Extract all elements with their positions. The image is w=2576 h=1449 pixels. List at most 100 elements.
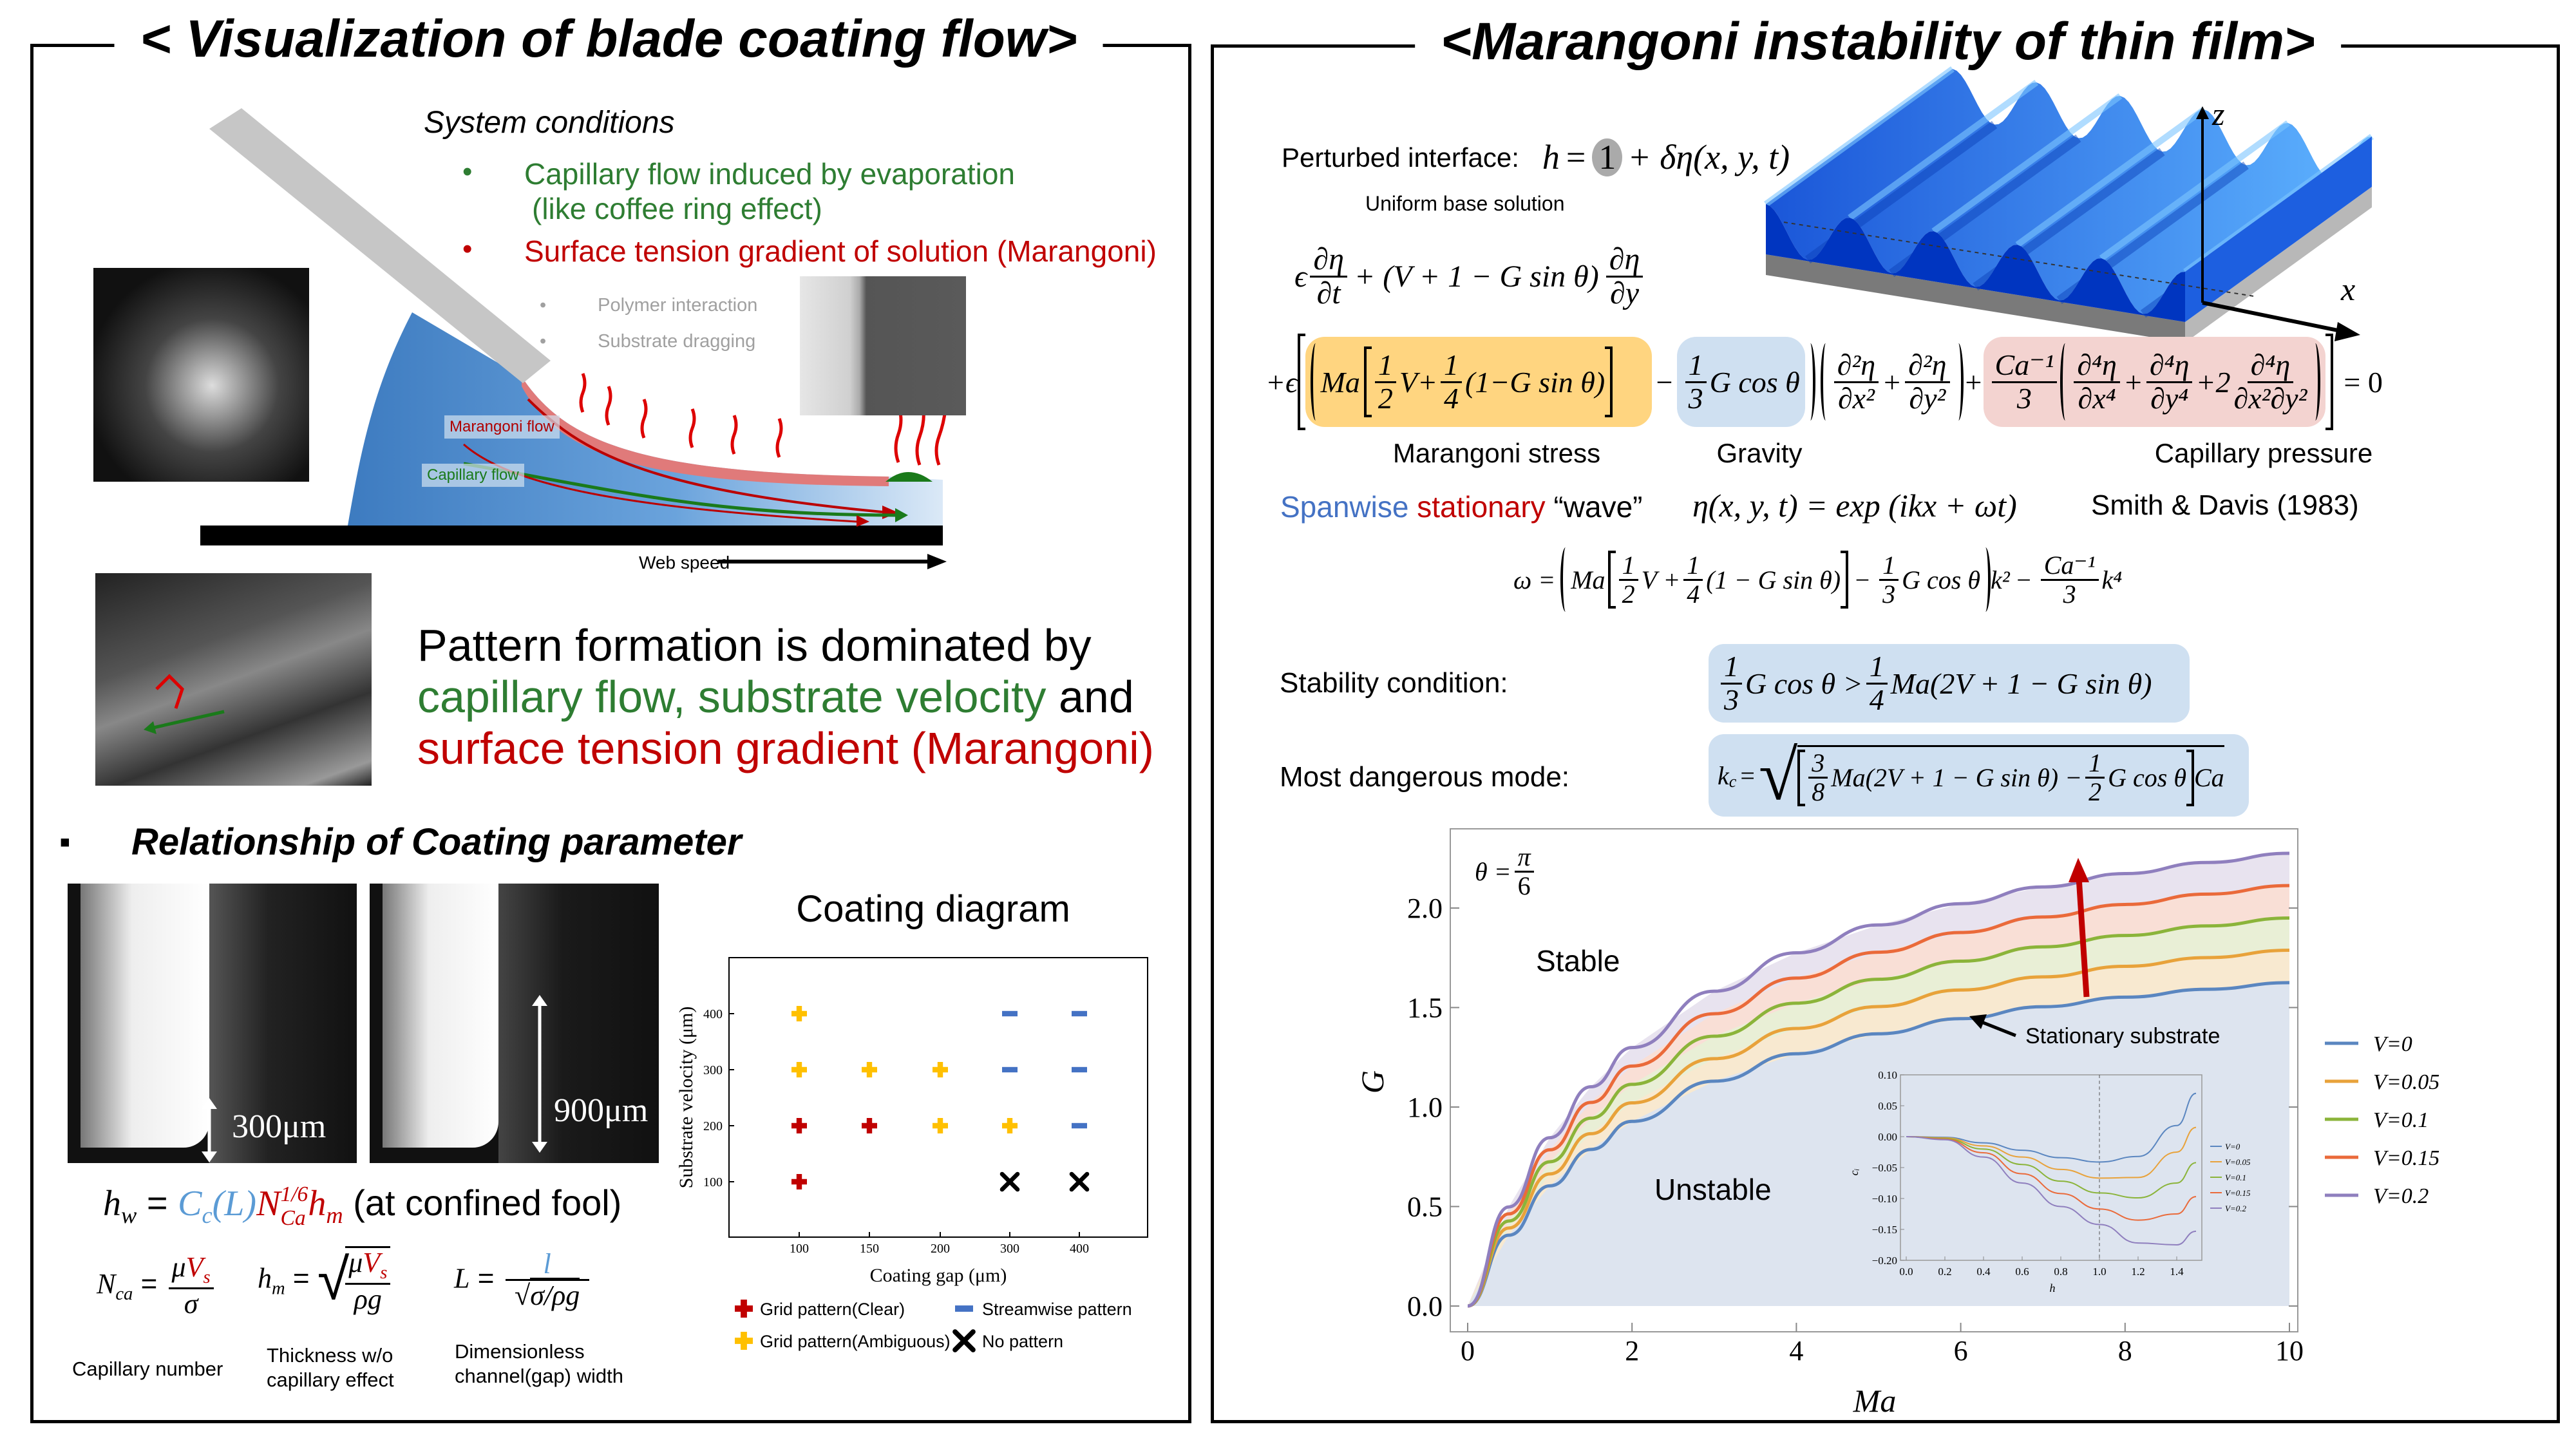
web-speed-label: Web speed — [639, 553, 730, 573]
series-line-V=0 — [1467, 981, 2290, 1308]
inset-x-tick-label: 1.4 — [2170, 1265, 2184, 1278]
gap-shadow-image — [209, 884, 357, 1163]
legend-label: V=0.1 — [2373, 1108, 2429, 1132]
y-tick-label: 0.5 — [1407, 1191, 1443, 1223]
unstable-region-label: Unstable — [1654, 1173, 1772, 1206]
inset-y-tick-label: −0.10 — [1872, 1193, 1897, 1205]
data-point-none — [999, 1171, 1020, 1192]
inset-y-tick-label: −0.20 — [1872, 1255, 1897, 1267]
linearized-equation-line1: ϵ ∂η ∂t + (V + 1 − G sin θ) ∂η ∂y — [1294, 243, 1646, 310]
inset-y-tick-label: 0.10 — [1878, 1069, 1897, 1081]
y-tick-label: 0.0 — [1407, 1291, 1443, 1322]
capillary-pressure-term: Ca⁻¹ 3 ∂⁴η ∂x⁴ + ∂⁴η ∂y⁴ +2 ∂⁴η ∂x²∂y² — [1983, 337, 2326, 427]
sqrt-icon: √ — [1758, 736, 1798, 815]
inset-x-tick-label: 0.2 — [1938, 1265, 1951, 1278]
inset-series-V=0 — [1906, 1092, 2197, 1163]
inset-x-label: h — [2050, 1282, 2056, 1294]
coating-process-photo — [95, 573, 372, 786]
data-point-clear — [862, 1118, 878, 1134]
relationship-bullet-icon: ▪ — [59, 824, 71, 860]
y-tick-label: 2.0 — [1407, 893, 1443, 924]
x-tick-label: 150 — [860, 1242, 879, 1256]
film-crest-highlight — [1848, 79, 2039, 221]
film-substrate-front — [1766, 254, 2185, 343]
x-tick-label: 100 — [790, 1242, 809, 1256]
x-tick-label: 4 — [1789, 1335, 1803, 1367]
x-axis-label: Ma — [1853, 1383, 1897, 1419]
x-tick-label: 8 — [2118, 1335, 2132, 1367]
L-formula: L = l √σ/ρg — [454, 1249, 592, 1312]
marangoni-stress-label: Marangoni stress — [1392, 438, 1601, 468]
capillary-condition-line1: Capillary flow induced by evaporation — [524, 157, 1015, 191]
pattern-line2-and: and — [1046, 672, 1134, 722]
pattern-line2: capillary flow, substrate velocity and — [417, 671, 1154, 723]
y-axis-label: G — [1354, 1070, 1390, 1094]
legend-label: No pattern — [982, 1332, 1063, 1351]
x-tick-label: 2 — [1625, 1335, 1639, 1367]
inset-y-tick-label: 0.00 — [1878, 1131, 1897, 1143]
nozzle-photo — [93, 268, 309, 482]
theta-annotation: θ = π 6 — [1475, 844, 1537, 900]
x-tick-label: 300 — [1000, 1242, 1019, 1256]
spanwise-wave-label: Spanwise stationary “wave” — [1280, 490, 1643, 524]
legend-label: V=0.15 — [2373, 1146, 2439, 1170]
blade — [209, 108, 551, 383]
increase-v-arrow-head-icon — [2069, 858, 2089, 882]
bullet-icon: • — [540, 295, 547, 316]
hw-formula: hw = Cc(L)N 1/6 Ca hm (at confined fool) — [103, 1182, 621, 1231]
minor-bullet-polymer: • Polymer interaction — [540, 295, 757, 316]
increase-v-arrow — [2076, 876, 2090, 998]
normal-mode-equation: η(x, y, t) = exp (ikx + ωt) — [1692, 488, 2017, 524]
inset-legend-label: V=0.15 — [2225, 1188, 2251, 1198]
inset-x-tick-label: 1.2 — [2131, 1265, 2145, 1278]
capillary-condition-text: Capillary flow induced by evaporation (l… — [524, 156, 1015, 226]
legend-label: Grid pattern(Ambiguous) — [760, 1332, 951, 1351]
arrow-head-icon — [895, 508, 908, 522]
inset-y-label: cᵢ — [1848, 1168, 1861, 1175]
x-axis-arrow-icon — [2334, 322, 2360, 341]
bullet-icon: • — [462, 156, 473, 187]
series-line-V=0.15 — [1467, 884, 2290, 1308]
legend-label: V=0.05 — [2373, 1070, 2439, 1094]
y-tick-label: 1.5 — [1407, 992, 1443, 1024]
flow-arrows-icon — [144, 674, 225, 734]
inset-series-V=0.2 — [1906, 1136, 2197, 1246]
polymer-interaction-text: Polymer interaction — [598, 295, 758, 316]
data-point-ambiguous — [1002, 1118, 1018, 1134]
inset-series-V=0.1 — [1906, 1136, 2197, 1199]
film-side-face — [2185, 137, 2372, 322]
base-level-dashed-line — [1783, 222, 2255, 297]
marangoni-condition-text: Surface tension gradient of solution (Ma… — [524, 234, 1157, 268]
x-tick-label: 400 — [1070, 1242, 1089, 1256]
film-crest-highlight — [2015, 106, 2206, 248]
blade-edge-image — [80, 884, 209, 1148]
formula-equals: = — [146, 1182, 168, 1223]
gravity-label: Gravity — [1716, 438, 1803, 468]
gap-900-label: 900μm — [554, 1092, 649, 1129]
web-speed-arrow-icon — [927, 554, 947, 569]
inset-x-tick-label: 1.0 — [2092, 1265, 2106, 1278]
z-axis-label: z — [2212, 96, 2225, 132]
perturbed-interface: Perturbed interface: h = 1 + δη(x, y, t) — [1282, 138, 1790, 177]
y-tick-label: 1.0 — [1407, 1092, 1443, 1123]
base-solution-highlight: 1 — [1592, 138, 1623, 177]
x-axis-label: Coating gap (μm) — [870, 1265, 1007, 1286]
data-point-streamwise — [1002, 1066, 1018, 1073]
data-point-clear — [791, 1118, 808, 1134]
inset-x-tick-label: 0.0 — [1899, 1265, 1913, 1278]
gap-300-photo — [68, 884, 357, 1163]
capillary-pressure-label: Capillary pressure — [2154, 438, 2373, 468]
data-point-ambiguous — [791, 1006, 808, 1022]
hw-note: (at confined fool) — [353, 1182, 622, 1223]
series-line-V=0.1 — [1467, 916, 2290, 1308]
formula-symbol: h — [103, 1184, 121, 1224]
data-point-ambiguous — [933, 1118, 949, 1134]
legend-label: Streamwise pattern — [982, 1300, 1132, 1319]
y-axis-label: Substrate velocity (μm) — [676, 1007, 697, 1189]
uniform-base-label: Uniform base solution — [1365, 192, 1565, 215]
data-point-clear — [791, 1174, 808, 1190]
sqrt-icon: √ — [317, 1247, 350, 1312]
